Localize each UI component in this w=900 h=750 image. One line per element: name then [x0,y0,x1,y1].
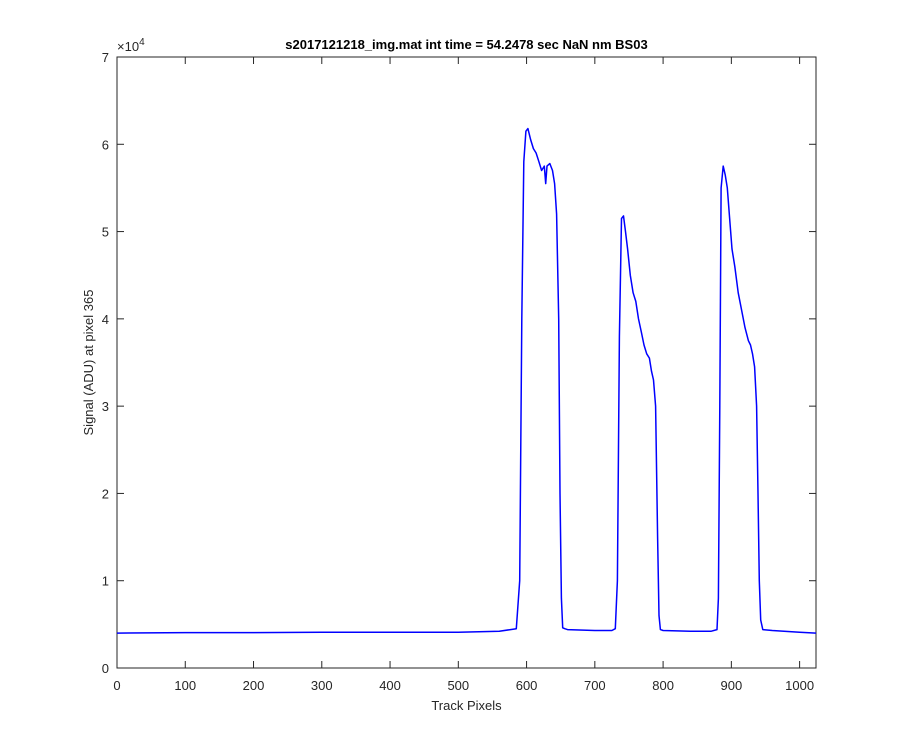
series-line [116,127,817,634]
y-tick-label: 3 [102,399,109,414]
x-axis-label: Track Pixels [431,698,502,713]
y-tick-label: 2 [102,486,109,501]
y-tick-label: 0 [102,661,109,676]
y-tick-label: 5 [102,225,109,240]
y-tick-label: 4 [102,312,109,327]
x-tick-label: 200 [243,678,265,693]
y-tick-label: 1 [102,574,109,589]
x-tick-label: 0 [113,678,120,693]
y-axis-label: Signal (ADU) at pixel 365 [81,290,96,436]
x-tick-label: 500 [447,678,469,693]
y-tick-label: 6 [102,137,109,152]
x-tick-label: 600 [516,678,538,693]
y-axis-exponent-label: ×104 [117,37,145,54]
x-tick-label: 800 [652,678,674,693]
x-tick-label: 300 [311,678,333,693]
y-axis-exponent-base: ×10 [117,39,139,54]
x-tick-label: 100 [174,678,196,693]
plot-area: 0 100 200 300 400 500 600 700 800 900 1000 0 1 2 3 4 5 6 7 [102,50,817,693]
chart-title: s2017121218_img.mat int time = 54.2478 s… [285,37,647,52]
x-tick-label: 700 [584,678,606,693]
axes-box [116,56,817,669]
y-tick-label: 7 [102,50,109,65]
x-tick-label: 900 [721,678,743,693]
x-tick-label: 400 [379,678,401,693]
x-tick-label: 1000 [785,678,814,693]
y-axis-exponent-power: 4 [139,37,145,48]
